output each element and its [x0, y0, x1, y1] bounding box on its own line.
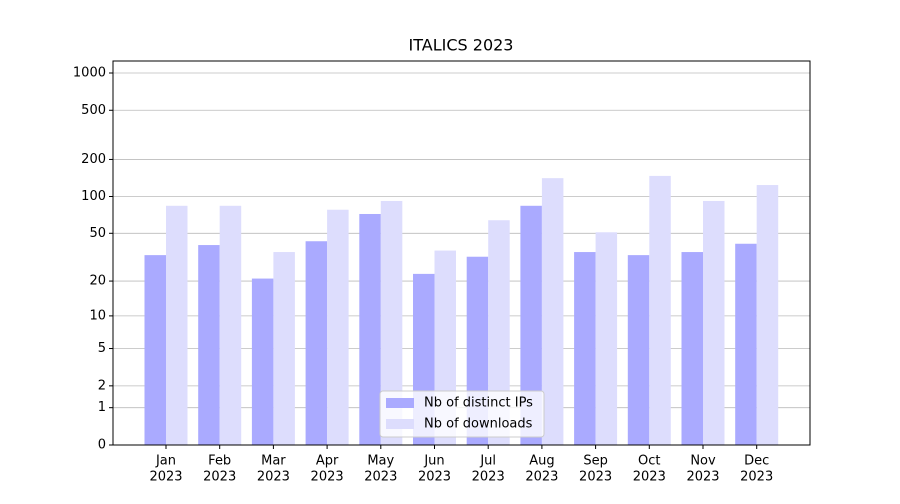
bar [273, 252, 295, 445]
bar [380, 200, 403, 445]
bar [756, 185, 779, 445]
bar [735, 243, 757, 445]
y-tick-label: 2 [98, 378, 106, 393]
bar [305, 241, 328, 445]
x-tick-label: Nov [690, 454, 716, 469]
legend-label: Nb of distinct IPs [424, 396, 533, 411]
bar [198, 245, 220, 445]
x-tick-label: 2023 [257, 470, 290, 485]
y-tick-label: 50 [89, 226, 106, 241]
y-tick-label: 1000 [73, 66, 106, 81]
x-tick-label: 2023 [203, 470, 236, 485]
x-tick-label: 2023 [686, 470, 719, 485]
bar [520, 205, 542, 445]
plot-frame [112, 60, 811, 446]
x-tick-label: 2023 [364, 470, 397, 485]
bar [574, 252, 596, 445]
y-tick-label: 0 [98, 438, 106, 453]
x-tick-label: 2023 [579, 470, 612, 485]
y-tick-label: 100 [81, 189, 106, 204]
x-tick-label: 2023 [525, 470, 558, 485]
legend-label: Nb of downloads [424, 417, 533, 432]
bar [703, 200, 725, 445]
x-tick-label: 2023 [311, 470, 344, 485]
y-tick-label: 500 [81, 103, 106, 118]
bar [595, 232, 618, 445]
y-tick-label: 10 [89, 308, 106, 323]
x-tick-label: Apr [316, 454, 339, 469]
y-tick-label: 1 [98, 400, 106, 415]
bar [681, 252, 703, 445]
bar [627, 255, 650, 445]
x-tick-label: Dec [744, 454, 769, 469]
bar [251, 278, 274, 445]
bar [144, 255, 166, 445]
x-tick-label: Oct [638, 454, 660, 469]
x-tick-label: Sep [583, 454, 608, 469]
y-tick-label: 5 [98, 341, 106, 356]
bar [649, 175, 671, 446]
bar [488, 220, 510, 445]
x-tick-label: May [367, 454, 394, 469]
x-tick-label: 2023 [740, 470, 773, 485]
bar [327, 209, 349, 445]
x-tick-label: 2023 [633, 470, 666, 485]
x-tick-label: Jan [155, 454, 176, 469]
x-tick-label: Aug [529, 454, 554, 469]
y-tick-label: 200 [81, 152, 106, 167]
y-tick-label: 20 [89, 274, 106, 289]
bar [219, 205, 242, 445]
x-tick-label: Jun [423, 454, 444, 469]
x-tick-label: 2023 [472, 470, 505, 485]
x-tick-label: 2023 [149, 470, 182, 485]
x-tick-label: 2023 [418, 470, 451, 485]
bar [166, 205, 188, 445]
legend-swatch [386, 398, 414, 408]
bar [541, 178, 564, 445]
x-tick-label: Jul [479, 454, 496, 469]
legend-swatch [386, 419, 414, 429]
bar [359, 213, 381, 445]
legend-box [379, 390, 545, 438]
x-tick-label: Feb [208, 454, 231, 469]
x-tick-label: Mar [261, 454, 286, 469]
chart-title: ITALICS 2023 [409, 36, 514, 55]
